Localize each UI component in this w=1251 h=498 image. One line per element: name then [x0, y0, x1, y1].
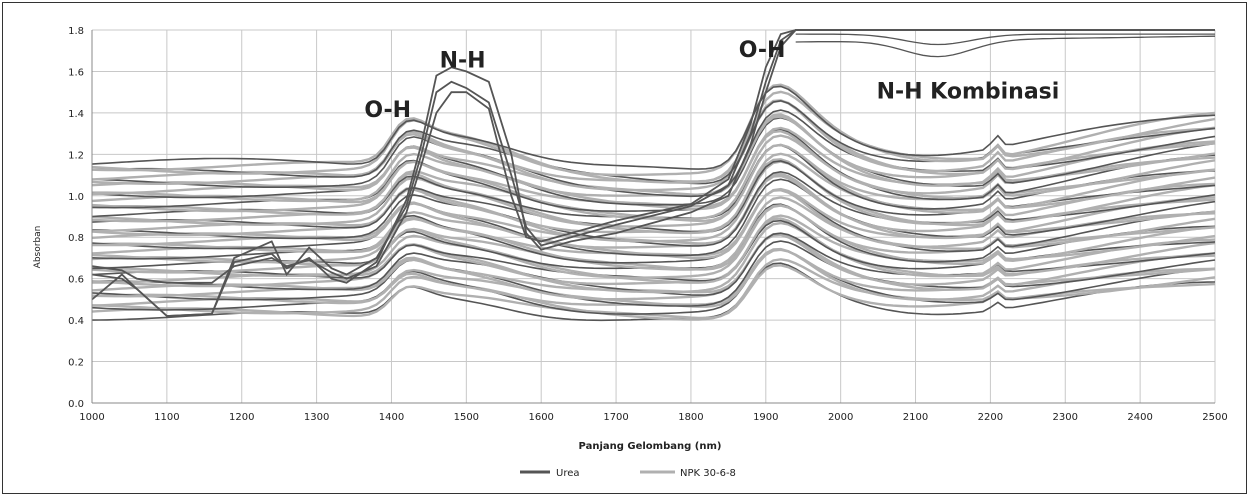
- x-tick-label: 1500: [454, 412, 479, 423]
- spectrum-line-npk: [91, 83, 1216, 177]
- y-tick-label: 0.2: [68, 358, 84, 369]
- tick-labels: 1000 1100 1200 1300 1400 1500 1600 1700 1800 1900…: [68, 26, 1228, 423]
- x-tick-label: 2100: [903, 412, 928, 423]
- x-tick-label: 1100: [154, 412, 179, 423]
- spectrum-line-urea: [795, 35, 1216, 58]
- y-tick-label: 0.8: [68, 233, 84, 244]
- x-tick-label: 1700: [603, 412, 628, 423]
- legend-label-urea: Urea: [556, 468, 580, 479]
- x-tick-label: 1200: [229, 412, 254, 423]
- axes: [91, 30, 1215, 404]
- spectrum-line-npk: [91, 85, 1216, 170]
- y-tick-label: 0.0: [68, 399, 84, 410]
- x-tick-label: 1000: [79, 412, 104, 423]
- x-tick-label: 2200: [978, 412, 1003, 423]
- spectrum-line-npk: [91, 152, 1216, 235]
- spectrum-line-npk: [91, 116, 1216, 206]
- y-tick-label: 0.6: [68, 275, 84, 286]
- y-axis-label: Absorban: [33, 226, 43, 269]
- spectrum-line-npk: [91, 160, 1216, 243]
- spectrum-line-npk: [91, 248, 1216, 315]
- spectra-curves: [91, 29, 1216, 322]
- y-tick-label: 1.0: [68, 192, 84, 203]
- annotations: O-H N-H O-H N-H Kombinasi: [364, 38, 1059, 123]
- spectrum-line-npk: [91, 204, 1216, 279]
- x-tick-label: 2400: [1127, 412, 1152, 423]
- legend: Urea NPK 30-6-8: [520, 468, 736, 479]
- annotation-label: O-H: [364, 98, 411, 123]
- y-tick-label: 1.2: [68, 150, 84, 161]
- spectrum-line-npk: [91, 178, 1216, 257]
- spectrum-line-npk: [91, 134, 1216, 221]
- x-tick-label: 1900: [753, 412, 778, 423]
- x-tick-label: 1800: [678, 412, 703, 423]
- annotation-label: N-H Kombinasi: [877, 79, 1060, 104]
- spectrum-line-npk: [91, 170, 1216, 247]
- spectrum-line-npk: [91, 90, 1216, 184]
- spectrum-line-npk: [91, 188, 1216, 264]
- x-tick-label: 1400: [379, 412, 404, 423]
- y-tick-label: 1.6: [68, 67, 84, 78]
- legend-label-npk: NPK 30-6-8: [680, 468, 736, 479]
- x-axis-label: Panjang Gelombang (nm): [579, 441, 722, 452]
- spectrum-line-npk: [91, 143, 1216, 228]
- y-tick-label: 1.8: [68, 26, 84, 37]
- spectrum-line-npk: [91, 143, 1216, 223]
- y-tick-label: 0.4: [68, 316, 84, 327]
- spectrum-line-urea: [91, 29, 1215, 284]
- spectrum-line-npk: [91, 221, 1216, 294]
- spectrum-line-npk: [91, 99, 1216, 192]
- x-tick-label: 2000: [828, 412, 853, 423]
- spectrum-line-npk: [91, 232, 1216, 301]
- annotation-label: O-H: [739, 38, 786, 63]
- spectrum-line-npk: [91, 115, 1216, 197]
- annotation-label: N-H: [440, 48, 486, 73]
- spectrum-line-npk: [91, 240, 1216, 307]
- spectrum-line-npk: [92, 126, 1216, 211]
- spectrum-line-npk: [91, 203, 1216, 270]
- y-tick-label: 1.4: [68, 109, 84, 120]
- x-tick-label: 2300: [1053, 412, 1078, 423]
- x-tick-label: 1600: [528, 412, 553, 423]
- spectrum-line-npk: [91, 113, 1216, 197]
- x-tick-label: 1300: [304, 412, 329, 423]
- spectrum-line-urea: [795, 33, 1215, 46]
- x-tick-label: 2500: [1202, 412, 1227, 423]
